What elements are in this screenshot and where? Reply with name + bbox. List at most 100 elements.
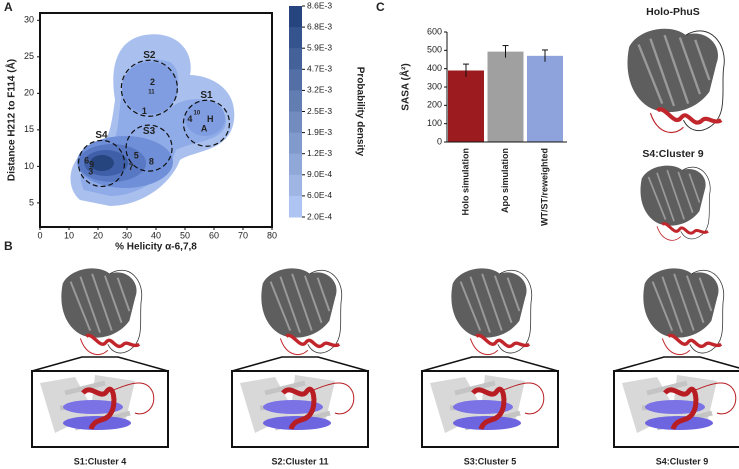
region-label: S3 [143, 126, 156, 137]
cluster-label: 4 [187, 114, 192, 124]
region-circle [77, 139, 126, 188]
colorbar-band [289, 153, 302, 176]
x-tick-label: 0 [37, 230, 42, 240]
colorbar-tick-label: 5.9E-3 [307, 42, 332, 52]
zoom-view [40, 375, 154, 433]
panel-label: A [4, 0, 13, 14]
colorbar-band [289, 111, 302, 134]
cluster-label: 5 [134, 151, 139, 161]
x-tick-label: 60 [209, 230, 219, 240]
zoom-lines [31, 356, 169, 372]
x-tick-label: 40 [151, 230, 161, 240]
y-tick-label: 400 [427, 63, 442, 73]
structure-caption: S3:Cluster 5 [464, 456, 517, 466]
structure-title: S4:Cluster 9 [642, 148, 703, 160]
bar [487, 51, 524, 142]
y-tick-label: 20 [24, 88, 34, 98]
y-axis-label: Distance H212 to F114 (Å) [5, 59, 18, 181]
colorbar-tick-label: 3.2E-3 [307, 85, 332, 95]
region-circle [182, 99, 231, 147]
structure-caption: S1:Cluster 4 [74, 456, 127, 466]
structure-s3 [449, 266, 534, 357]
colorbar-tick-label: 6.8E-3 [307, 21, 332, 31]
y-tick-label: 300 [427, 81, 442, 91]
x-tick-label: 20 [93, 230, 103, 240]
holo-structure [627, 29, 724, 133]
panel-label: B [4, 239, 13, 253]
colorbar-band [289, 48, 302, 70]
y-tick-label: 15 [24, 124, 34, 134]
zoom-box [231, 370, 369, 448]
x-tick-label: 50 [180, 230, 190, 240]
y-tick-label: 5 [29, 197, 34, 207]
colorbar-band [289, 90, 302, 112]
x-tick-label: Apo simulation [500, 148, 510, 213]
cluster-label: 3 [88, 167, 93, 177]
zoom-lines [231, 356, 369, 372]
zoom-box [613, 370, 739, 448]
y-tick-label: 10 [24, 161, 34, 171]
y-tick-label: 25 [24, 51, 34, 61]
bar [527, 55, 563, 143]
zoom-box [421, 370, 559, 448]
zoom-lines [421, 356, 559, 372]
x-tick-label: 10 [64, 230, 74, 240]
colorbar-tick-label: 8.6E-3 [307, 0, 332, 10]
cluster-label: 11 [148, 89, 155, 95]
x-tick-label: 30 [122, 230, 132, 240]
cluster-label: 2 [150, 77, 155, 87]
zoom-lines [613, 356, 739, 372]
zoom-view [240, 375, 354, 433]
colorbar-band [289, 27, 302, 49]
region-label: S1 [200, 90, 213, 101]
colorbar-band [289, 174, 302, 197]
colorbar-band [289, 195, 302, 218]
cluster-label: A [201, 124, 208, 134]
x-tick-label: Holo simulation [460, 148, 470, 216]
structure-s4 [641, 266, 726, 357]
colorbar-tick-label: 4.7E-3 [307, 64, 332, 74]
bar [448, 70, 484, 142]
colorbar-tick-label: 6.0E-4 [307, 190, 332, 200]
colorbar-band [289, 6, 302, 28]
region-circle [120, 59, 178, 117]
x-tick-label: WT/ST/reweighted [539, 148, 549, 226]
region-label: S4 [95, 130, 108, 141]
panel-label: C [376, 0, 385, 14]
cluster-label: 1 [142, 106, 147, 116]
x-axis-label: % Helicity α-6,7,8 [115, 242, 197, 253]
structure-caption: S4:Cluster 9 [656, 456, 709, 466]
colorbar-band [289, 132, 302, 155]
structure-s1 [59, 266, 144, 357]
cluster-structure [640, 166, 710, 241]
colorbar-band [289, 69, 302, 91]
colorbar-label: Probability density [354, 67, 365, 157]
structure-caption: S2:Cluster 11 [271, 456, 328, 466]
y-tick-label: 600 [427, 26, 442, 36]
y-tick-label: 200 [427, 100, 442, 110]
colorbar-tick-label: 9.0E-4 [307, 169, 332, 179]
zoom-view [622, 375, 736, 433]
cluster-label: 6 [84, 156, 89, 166]
region-label: S2 [143, 50, 156, 61]
y-tick-label: 100 [427, 118, 442, 128]
colorbar-tick-label: 2.0E-4 [307, 211, 332, 221]
zoom-box [31, 370, 169, 448]
cluster-label: 10 [194, 111, 201, 117]
colorbar-tick-label: 1.2E-3 [307, 148, 332, 158]
density-field [70, 34, 235, 206]
y-tick-label: 30 [24, 15, 34, 25]
cluster-label: 9 [89, 159, 94, 169]
cluster-label: 7 [129, 162, 134, 172]
zoom-view [430, 375, 544, 433]
cluster-label: H [207, 114, 214, 124]
cluster-label: 8 [149, 156, 154, 166]
y-tick-label: 500 [427, 45, 442, 55]
colorbar-tick-label: 2.5E-3 [307, 106, 332, 116]
x-tick-label: 70 [238, 230, 248, 240]
x-tick-label: 80 [267, 230, 277, 240]
region-circle [125, 124, 173, 172]
y-tick-label: 0 [437, 136, 442, 146]
y-axis-label: SASA (Å²) [399, 63, 412, 110]
